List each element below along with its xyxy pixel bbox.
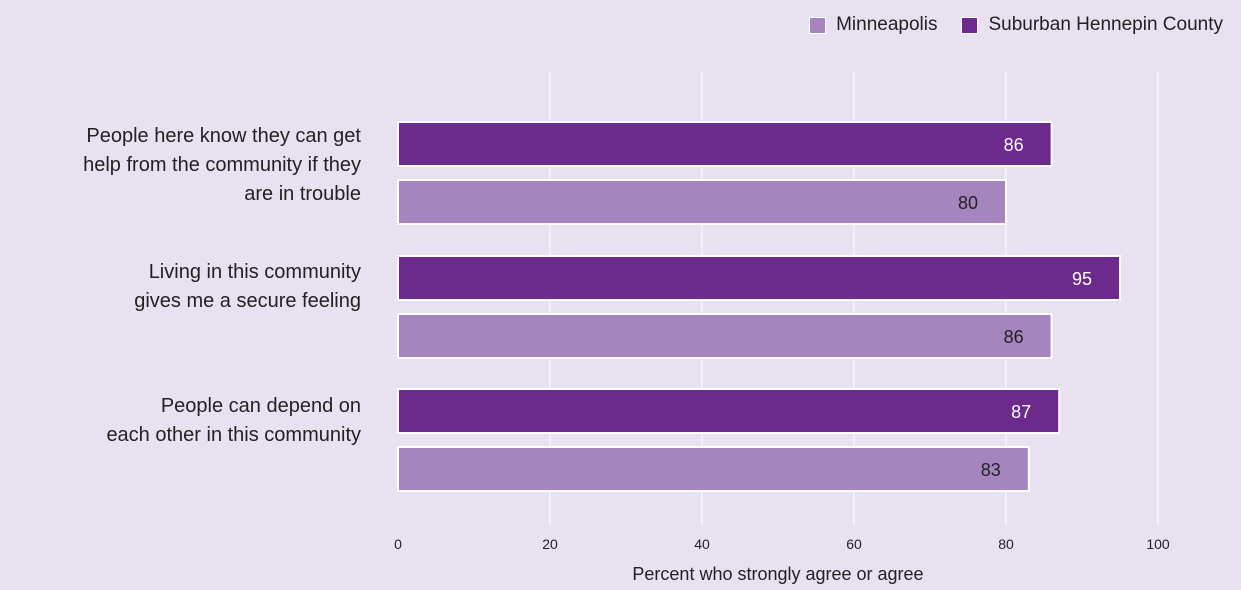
bar-suburban-2 xyxy=(397,388,1061,434)
bar-suburban-0 xyxy=(397,121,1053,167)
legend-label-minneapolis: Minneapolis xyxy=(836,14,938,35)
data-label-minneapolis-1: 86 xyxy=(1004,327,1024,347)
x-tick-label-80: 80 xyxy=(998,536,1014,552)
x-tick-label-60: 60 xyxy=(846,536,862,552)
legend-swatch-suburban xyxy=(961,16,979,34)
x-tick-label-20: 20 xyxy=(542,536,558,552)
data-label-suburban-1: 95 xyxy=(1072,269,1092,289)
legend-label-suburban: Suburban Hennepin County xyxy=(988,14,1223,35)
legend: Minneapolis Suburban Hennepin County xyxy=(809,14,1223,36)
x-tick-label-40: 40 xyxy=(694,536,710,552)
bar-minneapolis-0 xyxy=(397,179,1007,225)
x-tick-label-100: 100 xyxy=(1146,536,1170,552)
legend-swatch-minneapolis xyxy=(809,16,827,34)
bar-minneapolis-1 xyxy=(397,313,1053,359)
category-label-2: People can depend on each other in this … xyxy=(106,395,361,446)
category-label-0: People here know they can get help from … xyxy=(83,125,361,205)
legend-item-suburban: Suburban Hennepin County xyxy=(961,14,1223,36)
x-axis-title: Percent who strongly agree or agree xyxy=(632,564,924,584)
bar-suburban-1 xyxy=(397,255,1121,301)
legend-item-minneapolis: Minneapolis xyxy=(809,14,937,36)
data-label-minneapolis-2: 83 xyxy=(981,460,1001,480)
data-label-suburban-0: 86 xyxy=(1004,135,1024,155)
category-label-1: Living in this community gives me a secu… xyxy=(134,261,361,312)
x-tick-label-0: 0 xyxy=(394,536,402,552)
bar-minneapolis-2 xyxy=(397,446,1030,492)
data-label-minneapolis-0: 80 xyxy=(958,193,978,213)
data-label-suburban-2: 87 xyxy=(1011,402,1031,422)
